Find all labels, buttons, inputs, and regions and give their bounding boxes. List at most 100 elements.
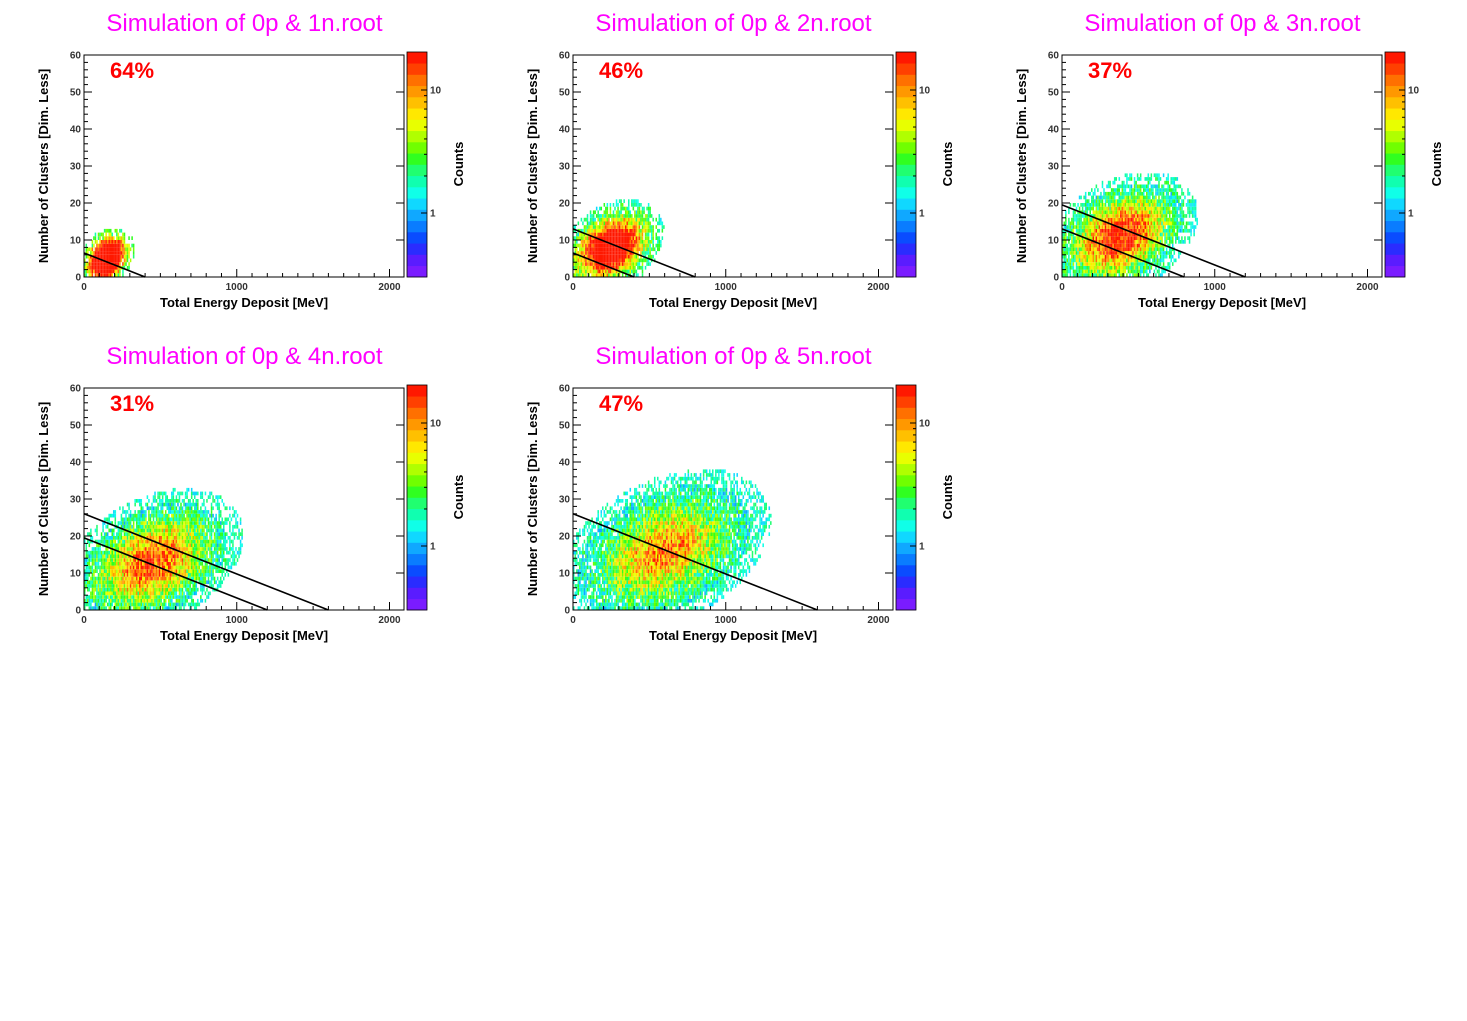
heatmap-cell xyxy=(617,240,619,244)
y-tick-label: 20 xyxy=(70,199,82,210)
heatmap-cell xyxy=(580,240,583,244)
heatmap-cell xyxy=(160,547,162,551)
heatmap-cell xyxy=(614,228,616,233)
heatmap-cell xyxy=(1139,177,1142,181)
heatmap-cell xyxy=(620,265,622,270)
heatmap-cell xyxy=(1165,232,1168,237)
heatmap-cell xyxy=(585,254,587,259)
heatmap-cell xyxy=(652,217,654,222)
heatmap-cell xyxy=(117,550,120,555)
heatmap-cell xyxy=(180,547,182,551)
heatmap-cell xyxy=(1074,251,1076,255)
heatmap-cell xyxy=(143,561,146,566)
heatmap-cell xyxy=(1126,265,1128,270)
heatmap-cell xyxy=(113,595,115,599)
color-bar-segment xyxy=(1385,243,1405,255)
heatmap-cell xyxy=(1181,217,1183,222)
heatmap-cell xyxy=(1144,184,1147,189)
heatmap-cell xyxy=(1115,254,1117,259)
heatmap-cell xyxy=(111,251,114,255)
heatmap-cell xyxy=(608,254,610,259)
heatmap-cell xyxy=(106,240,109,244)
color-bar-segment xyxy=(407,209,427,222)
heatmap-cell xyxy=(135,580,138,585)
heatmap-cell xyxy=(1083,232,1085,237)
heatmap-cell xyxy=(126,251,129,255)
heatmap-cell xyxy=(106,251,109,255)
heatmap-cell xyxy=(614,225,616,229)
heatmap-cell xyxy=(166,554,169,559)
heatmap-cell xyxy=(615,225,618,229)
heatmap-cell xyxy=(105,550,107,555)
heatmap-cell xyxy=(164,587,167,592)
heatmap-cell xyxy=(178,602,181,607)
heatmap-cell xyxy=(138,536,141,540)
heatmap-cell xyxy=(1139,214,1142,218)
heatmap-cell xyxy=(143,513,146,518)
heatmap-cell xyxy=(129,580,132,585)
heatmap-cell xyxy=(638,247,641,252)
heatmap-cell xyxy=(1188,236,1191,240)
heatmap-cell xyxy=(146,595,149,599)
heatmap-cell xyxy=(119,254,121,259)
heatmap-cell xyxy=(149,569,152,573)
heatmap-cell xyxy=(113,569,115,573)
heatmap-cell xyxy=(1149,228,1151,233)
heatmap-cell xyxy=(1127,232,1130,237)
heatmap-cell xyxy=(1146,265,1148,270)
heatmap-cell xyxy=(145,521,147,525)
heatmap-cell xyxy=(617,247,619,252)
heatmap-cell xyxy=(129,543,132,548)
heatmap-cell xyxy=(650,225,653,229)
heatmap-cell xyxy=(1072,225,1075,229)
heatmap-cell xyxy=(103,273,106,277)
heatmap-cell xyxy=(1136,243,1139,248)
heatmap-cell xyxy=(1110,225,1113,229)
heatmap-cell xyxy=(1150,221,1153,226)
heatmap-cell xyxy=(1081,265,1084,270)
heatmap-cell xyxy=(1113,251,1116,255)
heatmap-cell xyxy=(611,217,613,222)
heatmap-cell xyxy=(88,598,91,603)
heatmap-cell xyxy=(1120,251,1122,255)
heatmap-cell xyxy=(97,584,100,588)
heatmap-cell xyxy=(1120,236,1122,240)
heatmap-cell xyxy=(1078,221,1081,226)
heatmap-cell xyxy=(123,265,126,270)
heatmap-cell xyxy=(624,243,627,248)
heatmap-cell xyxy=(103,569,106,573)
heatmap-cell xyxy=(142,587,144,592)
heatmap-cell xyxy=(171,561,173,566)
heatmap-cell xyxy=(576,251,578,255)
heatmap-cell xyxy=(163,587,165,592)
heatmap-cell xyxy=(142,536,144,540)
heatmap-cell xyxy=(592,240,595,244)
heatmap-cell xyxy=(169,510,172,514)
heatmap-cell xyxy=(177,569,179,573)
heatmap-cell xyxy=(120,543,123,548)
heatmap-cell xyxy=(94,558,97,562)
heatmap-cell xyxy=(614,254,616,259)
heatmap-cell xyxy=(128,561,130,566)
heatmap-cell xyxy=(1132,217,1134,222)
heatmap-cell xyxy=(155,510,158,514)
heatmap-cell xyxy=(169,561,172,566)
heatmap-cell xyxy=(88,273,91,277)
heatmap-cell xyxy=(643,210,645,215)
heatmap-cell xyxy=(152,528,155,533)
heatmap-cell xyxy=(88,573,91,577)
heatmap-cell xyxy=(1123,195,1125,200)
heatmap-cell xyxy=(1159,188,1162,192)
heatmap-cell xyxy=(137,580,139,585)
heatmap-cell xyxy=(1146,221,1148,226)
heatmap-cell xyxy=(142,506,144,511)
heatmap-cell xyxy=(91,269,94,274)
heatmap-cell xyxy=(96,584,98,588)
heatmap-cell xyxy=(96,602,98,607)
heatmap-cell xyxy=(588,251,590,255)
heatmap-cell xyxy=(1158,206,1160,211)
heatmap-cell xyxy=(177,502,179,507)
heatmap-cell xyxy=(583,262,586,266)
heatmap-cell xyxy=(1167,225,1169,229)
heatmap-cell xyxy=(1155,188,1157,192)
